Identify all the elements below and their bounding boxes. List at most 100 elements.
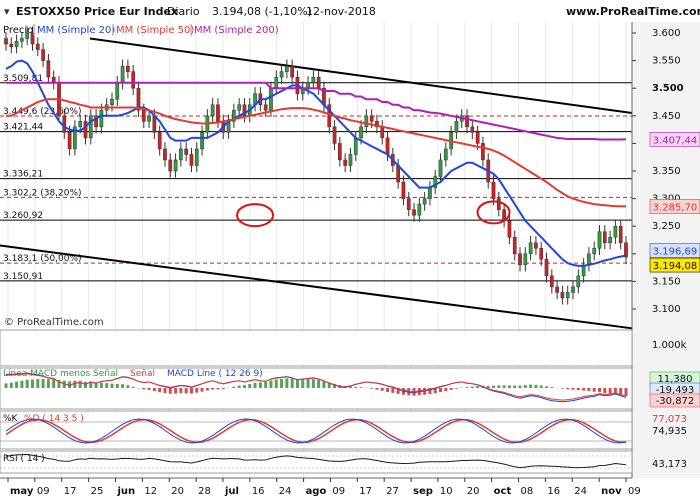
macd-bar [9, 382, 13, 388]
candle-body [624, 242, 628, 258]
macd-bar [492, 385, 496, 388]
macd-bar [513, 385, 517, 388]
price-label: 3.407,44 [653, 135, 698, 146]
candle-body [528, 242, 533, 255]
macd-bar [73, 380, 77, 388]
candle-body [412, 209, 416, 216]
macd-bar [295, 379, 299, 388]
x-tick-label: 25 [91, 486, 104, 497]
brand-label: www.ProRealTime.com [566, 5, 700, 18]
legend-sma50[interactable]: MM (Simple 50) [116, 25, 194, 36]
macd-bar [322, 381, 326, 388]
candle-body [613, 225, 618, 238]
macd-bar [306, 379, 310, 388]
macd-bar [253, 382, 257, 388]
candle-body [88, 115, 93, 139]
instrument-title: ESTOXX50 Price Eur Index [16, 5, 178, 18]
candle-body [115, 82, 120, 100]
macd-bar [518, 385, 522, 388]
macd-bar [523, 385, 527, 388]
legend-price[interactable]: Precio [3, 25, 33, 36]
legend-sma200[interactable]: MM (Simple 200) [194, 25, 279, 36]
sma-line [6, 98, 627, 208]
period-label[interactable]: Diario [167, 5, 200, 18]
candle-body [67, 132, 72, 150]
candle-body [560, 292, 565, 299]
y-tick-label: 3.550 [652, 56, 681, 67]
macd-bar [274, 379, 278, 388]
macd-bar [280, 378, 284, 388]
y-tick-label: 3.300 [652, 194, 681, 205]
candle-body [512, 236, 517, 255]
macd-bar [444, 388, 448, 392]
x-tick-label: 20 [467, 486, 480, 497]
candle-body [491, 181, 496, 199]
chevron-down-icon[interactable]: ▾ [4, 5, 10, 18]
macd-bar [470, 386, 474, 388]
macd-bar [348, 386, 352, 388]
level-label: 3.421,44 [3, 123, 43, 133]
candle-body [385, 137, 390, 155]
macd-bar [20, 380, 24, 388]
volume-panel [0, 329, 633, 367]
macd-bar [375, 388, 379, 390]
candle-body [475, 132, 480, 144]
indicator-panels: 1.000k Línea MACD menos Señal Señal MACD Li… [0, 329, 700, 474]
moving-averages [5, 59, 627, 267]
x-tick-label: jul [224, 486, 239, 497]
x-tick-label: 17 [359, 486, 372, 497]
candle-body [327, 104, 332, 128]
candle-body [269, 87, 273, 111]
legend-sma20[interactable]: MM (Simple 20) [37, 25, 115, 36]
level-label: 3.509,81 [3, 74, 43, 84]
x-tick-label: may [10, 486, 34, 497]
macd-bar [380, 388, 384, 391]
candle-body [565, 292, 570, 299]
x-tick-label: 16 [547, 486, 560, 497]
macd-bar [486, 385, 490, 388]
macd-bar [15, 381, 19, 388]
stoch-value-k: 74,935 [652, 426, 687, 437]
macd-bar [449, 388, 453, 390]
candle-body [465, 115, 469, 128]
macd-bar [285, 378, 289, 388]
candle-body [496, 198, 501, 210]
candle-body [168, 159, 173, 172]
candle-body [237, 104, 242, 111]
price-label: 3.285,70 [653, 202, 698, 213]
macd-bar [57, 380, 61, 388]
candle-body [184, 148, 189, 155]
annotation-circles [236, 200, 511, 228]
macd-bar [566, 388, 570, 390]
stoch-value-d: 77,073 [652, 414, 687, 425]
candle-body [428, 187, 432, 199]
highlight-circle [476, 200, 511, 225]
macd-bar [89, 381, 93, 388]
rsi-line [5, 453, 627, 469]
macd-bar [619, 388, 623, 396]
candle-body [194, 148, 199, 166]
volume-tick-label: 1.000k [652, 340, 687, 351]
macd-bar [301, 379, 305, 388]
candle-body [274, 76, 279, 89]
candle-body [507, 220, 512, 238]
macd-bar [179, 388, 183, 394]
macd-bar [4, 383, 8, 388]
macd-bar [52, 379, 56, 388]
macd-bar [248, 383, 252, 388]
date-axis[interactable]: may 09 17 25 jun 12 20 28 jul 16 24 ago 09 17 27 sep 10 2… [0, 477, 700, 500]
x-tick-label: 20 [171, 486, 184, 497]
macd-bar [386, 388, 390, 392]
macd-bar [269, 380, 273, 388]
candles [4, 26, 628, 305]
candle-body [555, 286, 559, 293]
price-label-box [649, 131, 700, 147]
macd-bar [624, 388, 628, 397]
stoch-d-line [5, 418, 627, 444]
channel-upper-line [89, 37, 633, 115]
macd-bar [613, 388, 617, 394]
x-tick-label: 27 [386, 486, 399, 497]
x-tick-label: 09 [37, 486, 50, 497]
candle-body [147, 115, 151, 122]
